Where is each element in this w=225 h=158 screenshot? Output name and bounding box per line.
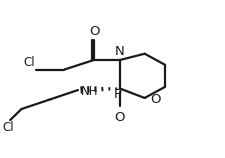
Text: O: O [114,111,124,124]
Text: O: O [150,93,160,106]
Text: NH: NH [81,85,98,98]
Text: Cl: Cl [2,121,14,134]
Text: O: O [89,25,99,38]
Text: Cl: Cl [23,56,35,69]
Text: N: N [114,45,124,58]
Text: P: P [113,88,121,101]
